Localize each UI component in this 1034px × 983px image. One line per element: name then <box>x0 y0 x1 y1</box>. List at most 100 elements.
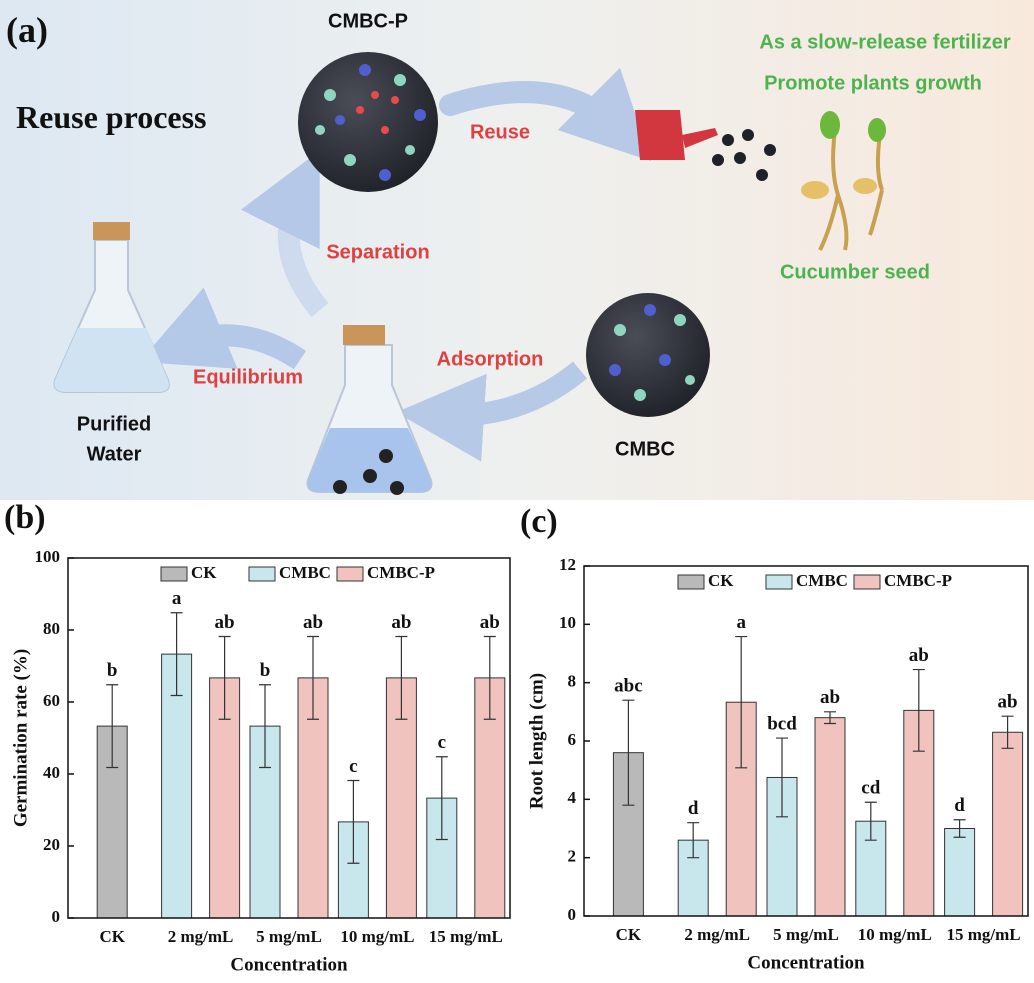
error-bar <box>170 612 183 697</box>
label-adsorption: Adsorption <box>437 348 544 370</box>
y-tick-label: 0 <box>568 905 577 924</box>
legend-label: CMBC-P <box>884 571 952 590</box>
label-benefit: Promote plants growth <box>764 72 982 94</box>
y-tick-label: 60 <box>43 691 60 710</box>
error-bar <box>735 635 748 769</box>
error-bar <box>347 779 360 864</box>
significance-letter: d <box>954 795 965 816</box>
significance-letter: ab <box>998 692 1018 713</box>
legend-label: CMBC-P <box>367 563 435 582</box>
significance-letter: ab <box>909 645 929 666</box>
error-bar <box>483 635 496 720</box>
plot-frame <box>67 557 511 919</box>
arrow-adsorption <box>396 361 588 462</box>
y-axis-label: Germination rate (%) <box>10 649 31 827</box>
x-tick-label: 10 mg/mL <box>858 925 932 944</box>
x-axis-label: Concentration <box>230 954 348 975</box>
significance-letter: c <box>438 732 446 753</box>
y-tick-label: 20 <box>43 835 60 854</box>
significance-letter: ab <box>391 612 411 633</box>
plot-frame <box>583 565 1029 917</box>
spout <box>682 128 718 148</box>
legend-swatch <box>677 574 705 590</box>
error-bar <box>622 699 635 806</box>
arrow-separation <box>240 150 329 318</box>
legend-swatch <box>853 574 881 590</box>
y-tick-label: 80 <box>43 619 60 638</box>
error-bar <box>395 635 408 720</box>
x-tick-label: 2 mg/mL <box>168 927 234 946</box>
y-tick-label: 4 <box>568 788 577 807</box>
significance-letter: ab <box>303 612 323 633</box>
y-tick-label: 12 <box>559 555 576 574</box>
significance-letter: ab <box>215 612 235 633</box>
seed <box>853 178 877 194</box>
x-tick-label: CK <box>616 925 642 944</box>
label-seed: Cucumber seed <box>780 261 930 283</box>
significance-letter: c <box>349 756 357 777</box>
legend-label: CMBC <box>796 571 848 590</box>
particles <box>333 449 404 495</box>
bar <box>992 731 1024 917</box>
panel-label: (b) <box>4 499 46 536</box>
x-tick-label: 2 mg/mL <box>684 925 750 944</box>
arrow-reuse <box>439 67 652 162</box>
legend-label: CK <box>191 563 217 582</box>
sphere-dots <box>609 304 671 376</box>
heading: Reuse process <box>16 99 207 135</box>
significance-letter: b <box>107 660 118 681</box>
cork <box>93 222 130 240</box>
label-equilibrium: Equilibrium <box>193 366 303 388</box>
error-bar <box>953 819 966 838</box>
sphere-dots <box>335 64 426 181</box>
significance-letter: d <box>688 798 699 819</box>
legend-swatch <box>248 566 276 582</box>
x-tick-label: 5 mg/mL <box>256 927 322 946</box>
error-bar <box>687 822 700 859</box>
y-tick-label: 0 <box>52 907 61 926</box>
error-bar <box>307 635 319 720</box>
x-tick-label: 15 mg/mL <box>947 925 1021 944</box>
solution <box>307 428 432 492</box>
label-cmbc: CMBC <box>615 438 675 460</box>
legend-swatch <box>336 566 364 582</box>
leaf <box>868 118 886 142</box>
error-bar <box>435 756 448 841</box>
significance-letter: a <box>736 612 746 633</box>
significance-letter: bcd <box>767 713 797 734</box>
error-bar <box>776 737 788 818</box>
error-bar <box>864 801 877 841</box>
y-axis-label: Root length (cm) <box>526 673 547 809</box>
panel-a: (a) Reuse process CMBC-P Reu <box>0 0 1034 500</box>
y-tick-label: 40 <box>43 763 60 782</box>
x-tick-label: 15 mg/mL <box>429 927 503 946</box>
label-water: Water <box>87 443 142 465</box>
x-tick-label: 10 mg/mL <box>340 927 414 946</box>
label-benefit: As a slow-release fertilizer <box>759 31 1010 53</box>
legend-swatch <box>765 574 793 590</box>
seed <box>801 181 829 199</box>
y-tick-label: 8 <box>568 672 577 691</box>
fertilizer-drops <box>712 129 776 181</box>
label-reuse: Reuse <box>470 121 530 143</box>
significance-letter: cd <box>861 778 880 799</box>
sphere-dots <box>315 74 415 166</box>
y-tick-label: 100 <box>35 547 61 566</box>
sphere-dots <box>614 314 695 401</box>
water <box>54 328 169 392</box>
watering-can <box>635 110 685 160</box>
cmbc-p-sphere <box>298 52 438 192</box>
arrow-equilibrium <box>139 287 307 370</box>
leaf <box>820 111 840 139</box>
bar <box>161 653 193 919</box>
significance-letter: a <box>172 588 182 609</box>
legend-swatch <box>160 566 188 582</box>
bar <box>944 828 976 917</box>
panel-label: (c) <box>520 503 558 540</box>
error-bar <box>912 668 925 752</box>
significance-letter: abc <box>614 676 643 697</box>
bar <box>612 752 644 917</box>
label-cmbc-p: CMBC-P <box>328 10 408 32</box>
y-tick-label: 2 <box>568 847 577 866</box>
